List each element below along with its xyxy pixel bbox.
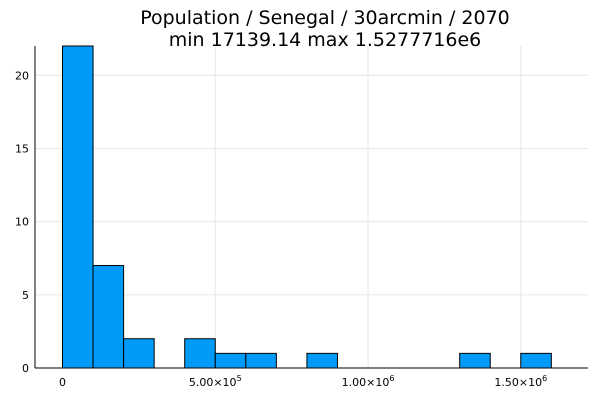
histogram-bar xyxy=(123,338,155,369)
x-tick-label: 0 xyxy=(59,376,66,389)
bars xyxy=(61,45,552,369)
chart-title-line-2: min 17139.14 max 1.5277716e6 xyxy=(169,29,482,51)
chart-title-line-1: Population / Senegal / 30arcmin / 2070 xyxy=(140,7,510,29)
y-tick-label: 10 xyxy=(15,216,29,229)
y-tick-label: 5 xyxy=(22,289,29,302)
histogram-bar xyxy=(459,352,491,369)
y-tick-label: 0 xyxy=(22,362,29,375)
histogram-bar xyxy=(245,352,277,369)
axes xyxy=(34,46,588,369)
y-tick-label: 15 xyxy=(15,142,29,155)
histogram-bar xyxy=(520,352,552,369)
histogram-bar xyxy=(184,338,216,369)
histogram-bar xyxy=(306,352,338,369)
histogram-bar xyxy=(92,265,125,369)
x-tick-label: 5.00×105 xyxy=(189,374,242,389)
histogram-bar xyxy=(214,352,247,369)
histogram-bar xyxy=(61,45,94,369)
y-tick-label: 20 xyxy=(15,69,29,82)
x-tick-label: 1.50×106 xyxy=(494,374,547,389)
x-tick-label: 1.00×106 xyxy=(342,374,395,389)
tick-labels: 0 5 10 15 20 0 5.00×105 1.00×106 1.50×106 xyxy=(15,69,547,389)
